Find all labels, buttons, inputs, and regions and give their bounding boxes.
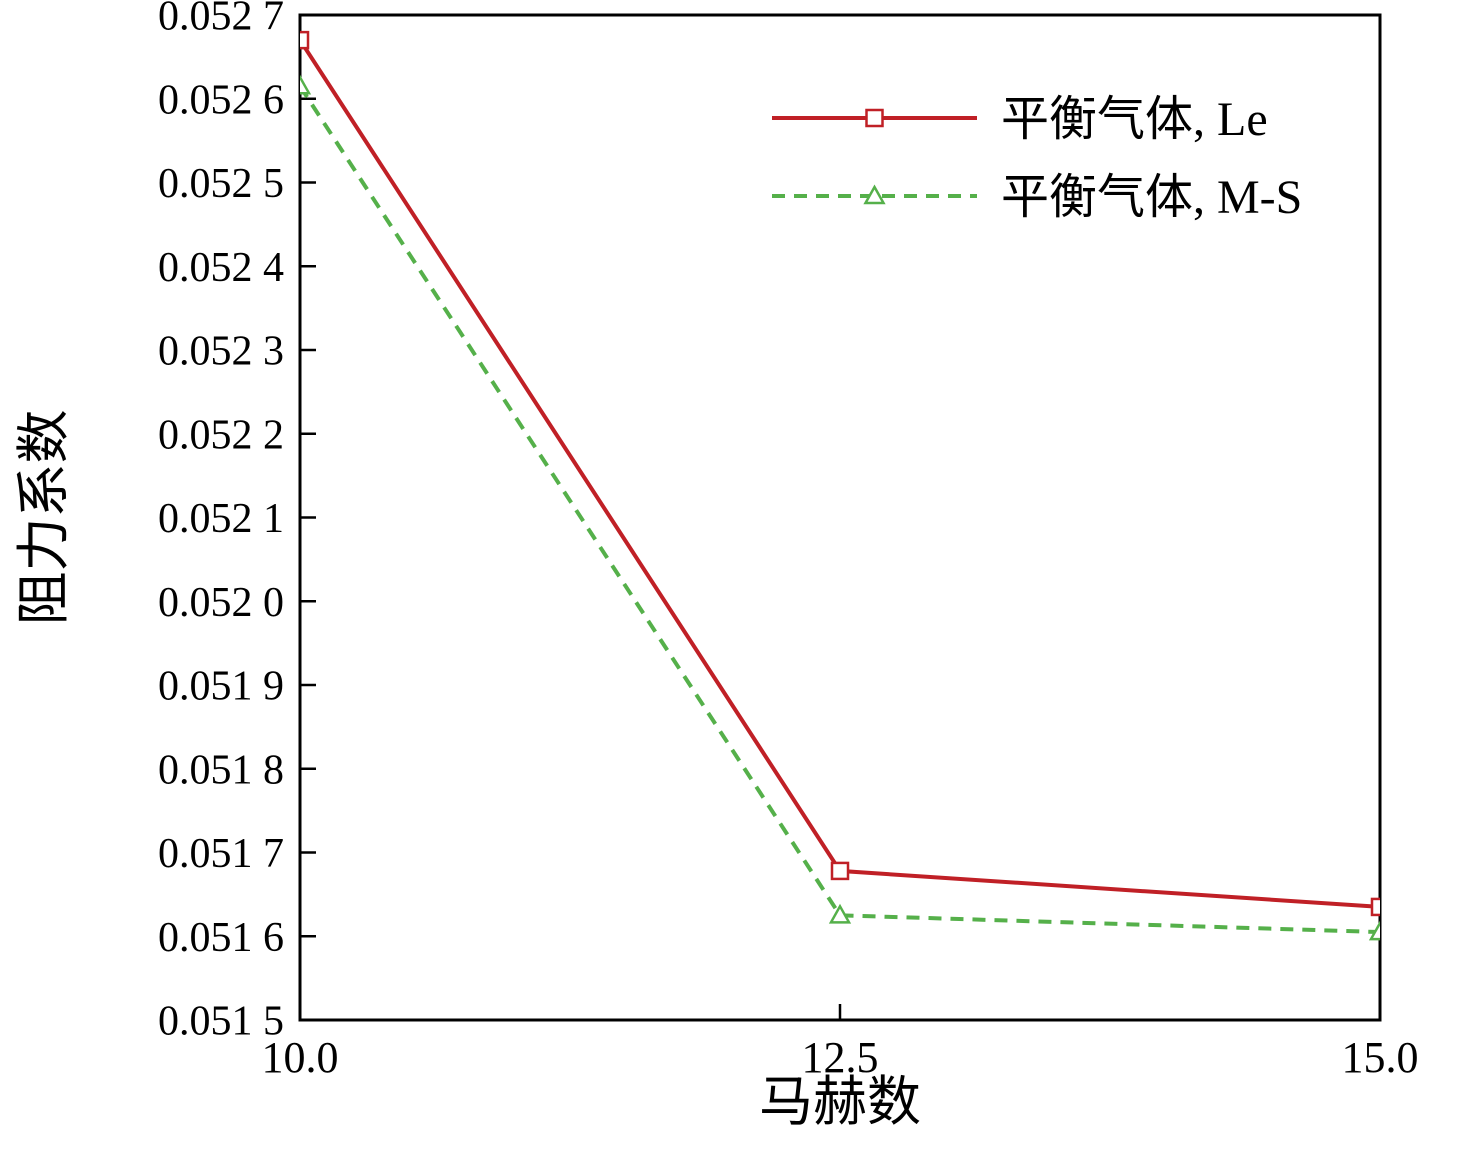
series-line-1	[300, 85, 1380, 935]
y-tick-label: 0.052 6	[158, 77, 284, 123]
y-tick-label: 0.051 6	[158, 915, 284, 961]
x-tick-label: 10.0	[262, 1033, 339, 1082]
triangle-marker	[1368, 920, 1380, 941]
y-tick-label: 0.051 5	[158, 999, 284, 1045]
y-tick-label: 0.052 1	[158, 496, 284, 542]
y-tick-label: 0.052 7	[158, 0, 284, 40]
y-tick-label: 0.052 5	[158, 161, 284, 207]
x-tick-label: 12.5	[802, 1033, 879, 1082]
x-axis-title: 马赫数	[759, 1072, 921, 1132]
square-marker	[300, 30, 310, 50]
triangle-marker	[300, 74, 312, 95]
square-marker	[1370, 897, 1380, 917]
y-tick-label: 0.052 3	[158, 329, 284, 375]
series-group	[300, 30, 1380, 941]
y-tick-label: 0.051 8	[158, 747, 284, 793]
y-axis-title: 阻力系数	[14, 410, 74, 626]
legend-label: 平衡气体, Le	[1001, 93, 1268, 146]
legend-label: 平衡气体, M-S	[1001, 171, 1302, 224]
y-tick-label: 0.051 7	[158, 831, 284, 877]
legend-triangle-marker	[863, 184, 886, 205]
y-tick-label: 0.052 4	[158, 245, 284, 291]
y-tick-label: 0.052 0	[158, 580, 284, 626]
square-marker	[830, 861, 850, 881]
y-tick-label: 0.052 2	[158, 412, 284, 458]
y-tick-label: 0.051 9	[158, 664, 284, 710]
triangle-marker	[828, 903, 852, 924]
legend-square-marker	[865, 108, 884, 128]
x-tick-label: 15.0	[1342, 1033, 1419, 1082]
